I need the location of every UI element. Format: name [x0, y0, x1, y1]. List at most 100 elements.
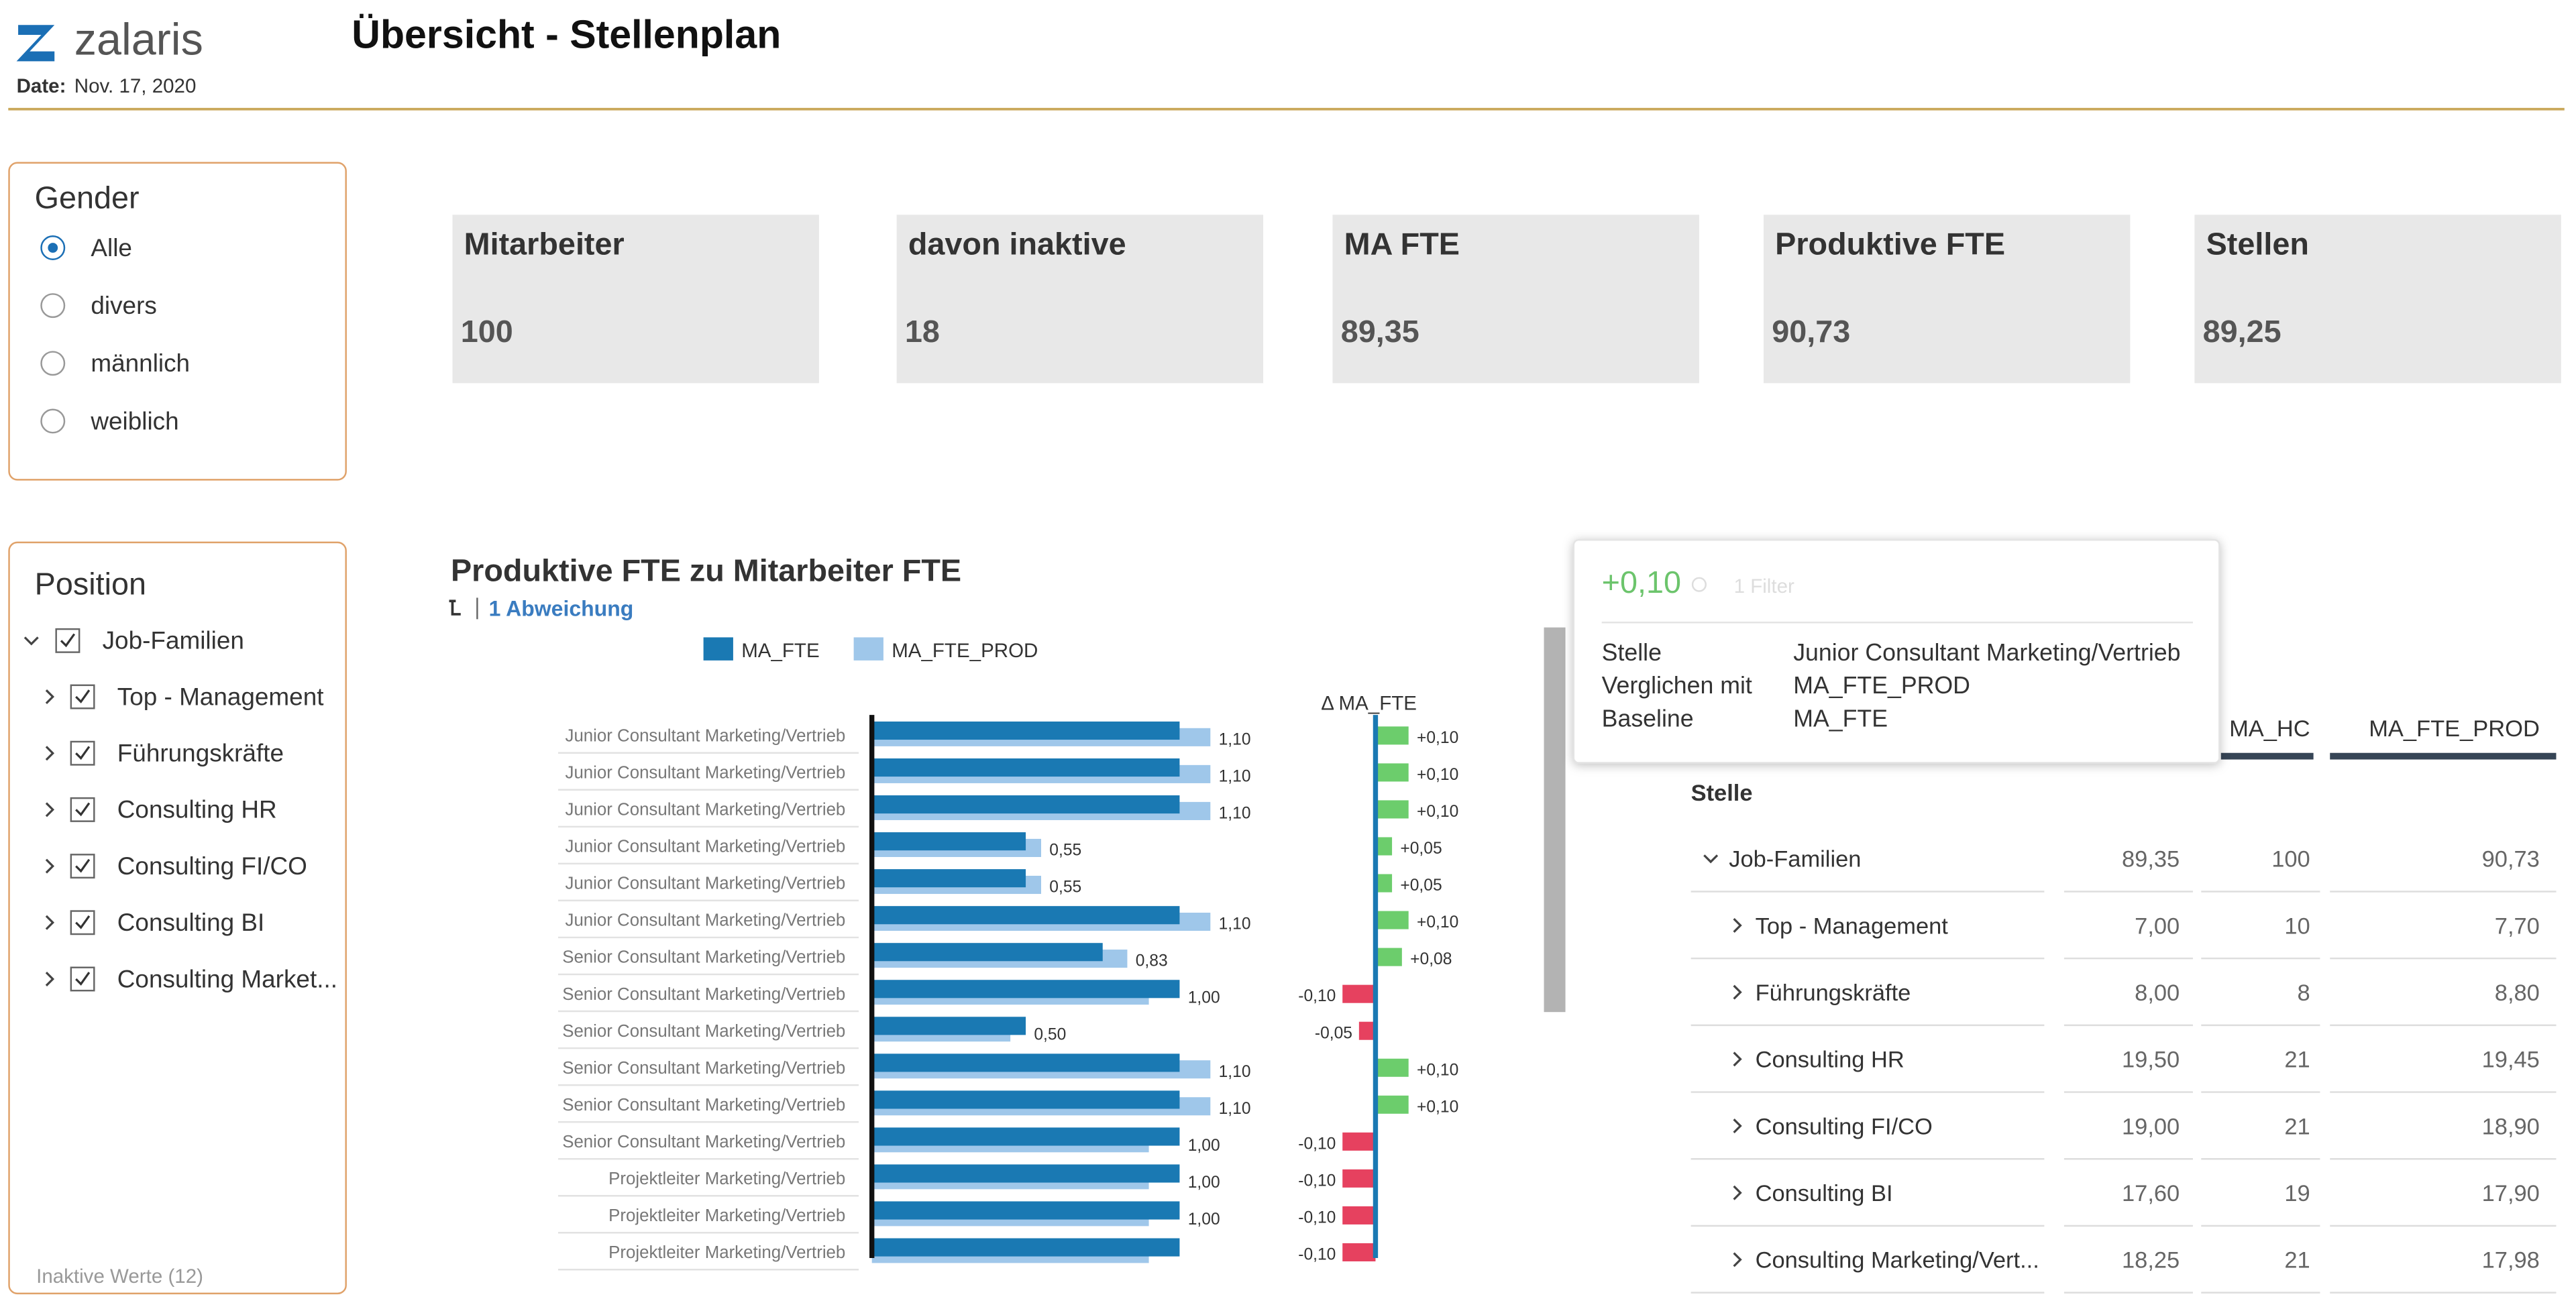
bar-value-label: 1,10	[1219, 767, 1251, 785]
column-header[interactable]: MA_HC	[2229, 716, 2310, 742]
row-label[interactable]: Top - Management	[1756, 913, 1949, 939]
bar-fte	[871, 1238, 1180, 1257]
radio[interactable]	[40, 351, 66, 376]
chevron[interactable]	[23, 636, 39, 646]
chevron[interactable]	[45, 915, 55, 930]
checkmark	[75, 746, 91, 760]
delta-bar	[1375, 800, 1409, 819]
row-label[interactable]: Consulting Marketing/Vert...	[1756, 1248, 2039, 1273]
chevron[interactable]	[1733, 917, 1742, 933]
tree-item[interactable]: Consulting BI	[117, 909, 265, 936]
bar-fte	[871, 1053, 1180, 1072]
radio-label[interactable]: Alle	[91, 234, 132, 262]
scrollbar[interactable]	[1544, 627, 1566, 1013]
chevron[interactable]	[1733, 1185, 1742, 1200]
category-label: Junior Consultant Marketing/Vertrieb	[566, 911, 846, 930]
tree-item[interactable]: Consulting HR	[117, 796, 277, 823]
row-label[interactable]: Consulting BI	[1756, 1181, 1893, 1206]
legend-swatch[interactable]	[853, 637, 883, 661]
cell: 90,73	[2482, 847, 2540, 872]
checkbox[interactable]	[70, 854, 95, 879]
radio-label[interactable]: weiblich	[90, 407, 178, 435]
bar-value-label: 1,00	[1188, 1210, 1220, 1229]
row-label[interactable]: Consulting HR	[1756, 1047, 1904, 1073]
category-label: Senior Consultant Marketing/Vertrieb	[562, 1096, 845, 1115]
chevron[interactable]	[45, 746, 55, 761]
kpi-card[interactable]	[2194, 215, 2561, 384]
kpi-card[interactable]	[1332, 215, 1699, 384]
cell: 18,25	[2122, 1248, 2180, 1273]
delta-label: -0,10	[1298, 1208, 1336, 1227]
delta-label: -0,10	[1298, 1172, 1336, 1190]
cell: 8,80	[2495, 980, 2540, 1006]
kpi-label: Stellen	[2206, 226, 2309, 261]
cell: 10	[2284, 913, 2310, 939]
page-title: Übersicht - Stellenplan	[352, 13, 781, 57]
checkbox[interactable]	[55, 628, 80, 653]
legend-label[interactable]: MA_FTE_PROD	[892, 640, 1038, 662]
bar-value-label: 1,00	[1188, 989, 1220, 1007]
checkbox[interactable]	[70, 797, 95, 822]
checkbox[interactable]	[70, 740, 95, 766]
delta-label: +0,10	[1417, 766, 1458, 784]
chevron[interactable]	[45, 971, 55, 986]
bar-fte	[871, 1017, 1026, 1035]
col-underline	[2330, 752, 2557, 760]
kpi-card[interactable]	[452, 215, 819, 384]
radio[interactable]	[40, 408, 66, 434]
bar-value-label: 0,83	[1136, 952, 1168, 970]
category-label: Senior Consultant Marketing/Vertrieb	[562, 1133, 845, 1151]
delta-label: +0,10	[1417, 913, 1458, 931]
chevron[interactable]	[1733, 984, 1742, 1000]
checkbox[interactable]	[70, 684, 95, 709]
delta-bar	[1342, 1243, 1376, 1261]
category-label: Senior Consultant Marketing/Vertrieb	[562, 948, 845, 967]
delta-label: +0,08	[1410, 950, 1452, 968]
checkbox[interactable]	[70, 910, 95, 935]
cell: 17,98	[2482, 1248, 2540, 1273]
cell: 100	[2271, 847, 2310, 872]
checkbox[interactable]	[70, 966, 95, 992]
delta-bar	[1375, 911, 1409, 929]
tree-item[interactable]: Consulting FI/CO	[117, 852, 307, 880]
row-header: Stelle	[1691, 781, 1753, 806]
kpi-label: Produktive FTE	[1775, 226, 2005, 261]
checkmark	[75, 915, 91, 929]
kpi-card[interactable]	[1763, 215, 2131, 384]
legend-swatch[interactable]	[703, 637, 733, 661]
radio-label[interactable]: divers	[91, 292, 156, 319]
chevron[interactable]	[1733, 1119, 1742, 1134]
tree-item[interactable]: Top - Management	[117, 683, 324, 710]
category-label: Senior Consultant Marketing/Vertrieb	[562, 1059, 845, 1078]
category-label: Junior Consultant Marketing/Vertrieb	[566, 727, 846, 746]
column-header[interactable]: MA_FTE_PROD	[2369, 716, 2540, 742]
chart-subtitle[interactable]: 1 Abweichung	[489, 596, 634, 620]
kpi-card[interactable]	[896, 215, 1264, 384]
tree-root[interactable]: Job-Familien	[103, 627, 244, 654]
kpi-value: 90,73	[1772, 314, 1850, 349]
cell: 19	[2284, 1181, 2310, 1206]
tree-item[interactable]: Consulting Market...	[117, 965, 337, 992]
chevron[interactable]	[45, 802, 55, 817]
tree-item[interactable]: Führungskräfte	[117, 740, 284, 767]
chevron[interactable]	[45, 689, 55, 705]
row-label[interactable]: Job-Familien	[1729, 847, 1861, 872]
chevron[interactable]	[1703, 854, 1719, 864]
bar-fte	[871, 906, 1180, 925]
legend-label[interactable]: MA_FTE	[741, 640, 819, 662]
bar-fte	[871, 832, 1026, 851]
delta-label: +0,10	[1417, 1061, 1458, 1079]
chevron[interactable]	[1733, 1051, 1742, 1067]
bar-fte	[871, 1201, 1180, 1220]
row-label[interactable]: Consulting FI/CO	[1756, 1114, 1933, 1139]
bar-fte	[871, 721, 1180, 740]
bar-value-label: 1,10	[1219, 1063, 1251, 1081]
chevron[interactable]	[1733, 1252, 1742, 1267]
kpi-label: davon inaktive	[908, 226, 1126, 261]
row-label[interactable]: Führungskräfte	[1756, 980, 1911, 1006]
radio[interactable]	[40, 293, 66, 319]
chevron[interactable]	[45, 858, 55, 874]
delta-bar	[1375, 874, 1393, 893]
cell: 8,00	[2135, 980, 2180, 1006]
radio-label[interactable]: männlich	[91, 349, 190, 377]
